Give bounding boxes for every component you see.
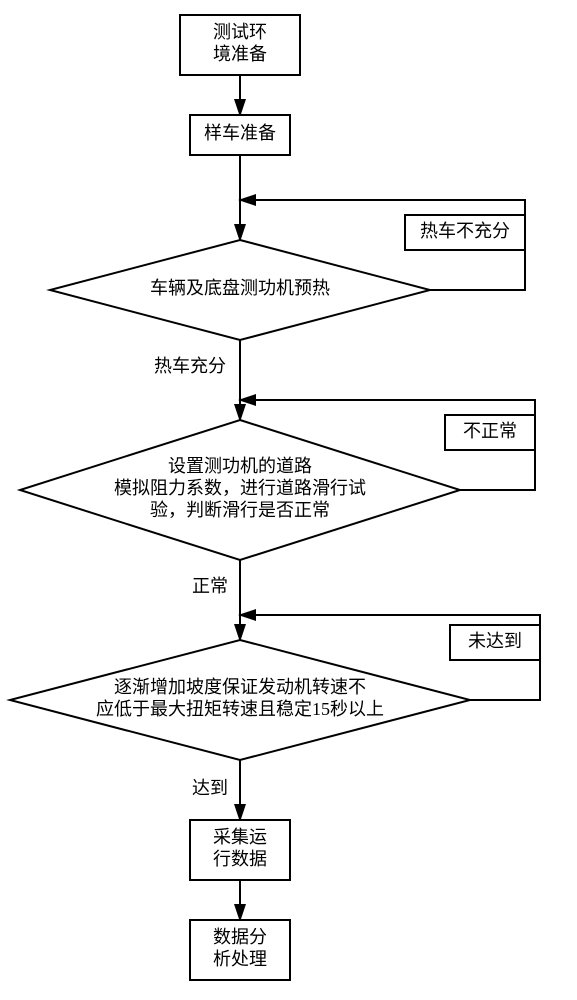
node-n5-line1: 应低于最大扭矩转速且稳定15秒以上 [96,699,384,719]
node-n5-line0: 逐渐增加坡度保证发动机转速不 [114,677,366,697]
node-n1-line1: 境准备 [213,44,267,64]
feedback-label-5: 不正常 [463,421,517,441]
node-n2-line0: 样车准备 [204,123,276,143]
node-n6-line1: 行数据 [213,849,267,869]
node-n4-line0: 设置测功机的道路 [168,456,312,476]
node-n7-line1: 析处理 [213,949,267,969]
node-n7-line0: 数据分 [213,927,267,947]
flowchart-canvas: 热车充分 热车不充分正常 不正常达到 未达到 测试环境准备样车准备车辆及底盘测功机预热设… [0,0,577,1000]
node-n4-line1: 模拟阻力系数，进行道路滑行试 [114,478,366,498]
edge-label-6: 达到 [192,778,228,798]
node-n3-line0: 车辆及底盘测功机预热 [150,278,330,298]
node-n6-line0: 采集运 [213,827,267,847]
node-n4-line2: 验，判断滑行是否正常 [150,500,330,520]
feedback-label-3: 热车不充分 [420,221,510,241]
edge-label-2: 热车充分 [154,356,226,376]
node-n1-line0: 测试环 [213,22,267,42]
edge-label-4: 正常 [192,576,228,596]
feedback-label-7: 未达到 [468,631,522,651]
